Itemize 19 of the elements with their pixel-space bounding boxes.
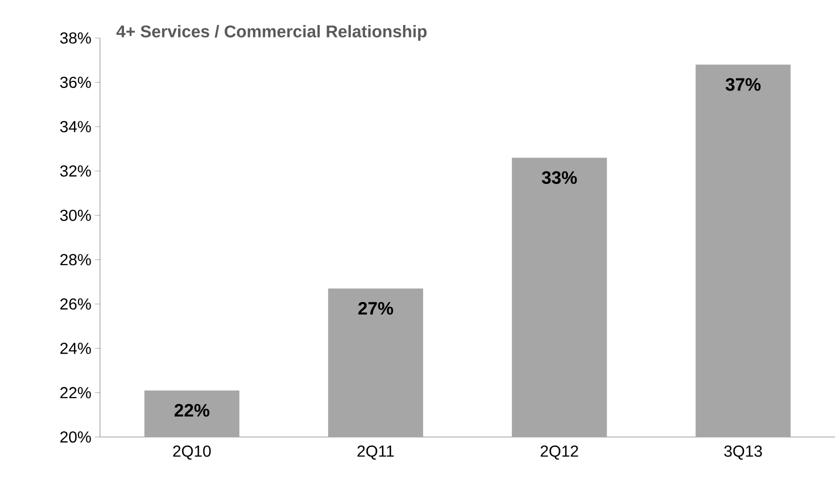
y-tick-label: 38% bbox=[60, 32, 91, 44]
x-tick-label: 3Q13 bbox=[724, 446, 762, 460]
x-tick-label: 2Q10 bbox=[173, 446, 211, 460]
y-tick-label: 24% bbox=[60, 342, 91, 354]
y-tick-label: 36% bbox=[60, 76, 91, 88]
y-tick-label: 22% bbox=[60, 387, 91, 398]
y-tick-label: 32% bbox=[60, 165, 91, 177]
x-tick-label: 2Q11 bbox=[358, 446, 394, 460]
y-tick-label: 28% bbox=[60, 254, 91, 266]
data-label: 37% bbox=[726, 78, 761, 91]
y-tick-label: 26% bbox=[60, 298, 91, 310]
chart-title: 4+ Services / Commercial Relationship bbox=[116, 25, 427, 41]
y-tick-label: 34% bbox=[60, 121, 91, 132]
y-tick-label: 30% bbox=[60, 210, 91, 221]
data-label: 27% bbox=[358, 302, 394, 315]
y-tick-label: 20% bbox=[60, 431, 91, 443]
x-tick-label: 2Q12 bbox=[540, 446, 578, 460]
data-label: 22% bbox=[174, 404, 210, 417]
data-label: 33% bbox=[542, 171, 577, 184]
